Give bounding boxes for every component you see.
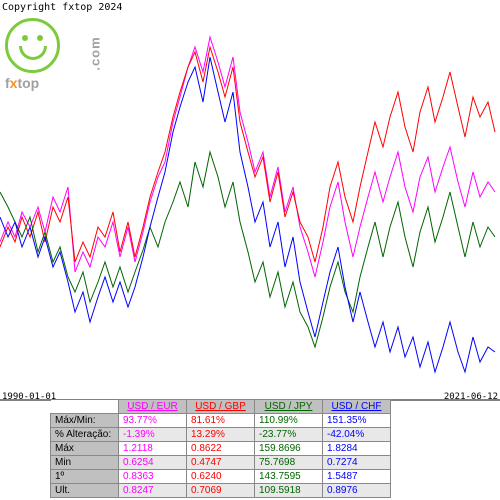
col-header: USD / JPY <box>255 400 323 414</box>
row-label: 1º <box>51 470 119 484</box>
row-label: Máx <box>51 442 119 456</box>
table-cell: 0.8976 <box>323 484 391 498</box>
table-cell: 0.7069 <box>187 484 255 498</box>
table-cell: 1.8284 <box>323 442 391 456</box>
row-label: Min <box>51 456 119 470</box>
table-cell: -23.77% <box>255 428 323 442</box>
col-header: USD / GBP <box>187 400 255 414</box>
table-cell: 0.8363 <box>119 470 187 484</box>
table-cell: 0.8247 <box>119 484 187 498</box>
table-cell: 81.61% <box>187 414 255 428</box>
row-label: Máx/Min: <box>51 414 119 428</box>
table-cell: 143.7595 <box>255 470 323 484</box>
row-label: % Alteração: <box>51 428 119 442</box>
table-cell: 75.7698 <box>255 456 323 470</box>
currency-chart <box>0 12 500 402</box>
table-cell: 110.99% <box>255 414 323 428</box>
table-cell: 0.6240 <box>187 470 255 484</box>
x-axis-end: 2021-06-12 <box>444 392 498 402</box>
table-cell: 159.8696 <box>255 442 323 456</box>
table-cell: 13.29% <box>187 428 255 442</box>
table-cell: 0.8622 <box>187 442 255 456</box>
table-cell: 0.4747 <box>187 456 255 470</box>
col-header: USD / EUR <box>119 400 187 414</box>
table-cell: 1.2118 <box>119 442 187 456</box>
table-cell: -1.39% <box>119 428 187 442</box>
row-label: Ult. <box>51 484 119 498</box>
table-cell: -42.04% <box>323 428 391 442</box>
table-cell: 0.7274 <box>323 456 391 470</box>
table-cell: 109.5918 <box>255 484 323 498</box>
table-cell: 0.6254 <box>119 456 187 470</box>
x-axis-start: 1990-01-01 <box>2 392 56 402</box>
table-cell: 151.35% <box>323 414 391 428</box>
col-header: USD / CHF <box>323 400 391 414</box>
table-cell: 1.5487 <box>323 470 391 484</box>
table-cell: 93.77% <box>119 414 187 428</box>
stats-table: USD / EURUSD / GBPUSD / JPYUSD / CHF Máx… <box>50 399 391 498</box>
